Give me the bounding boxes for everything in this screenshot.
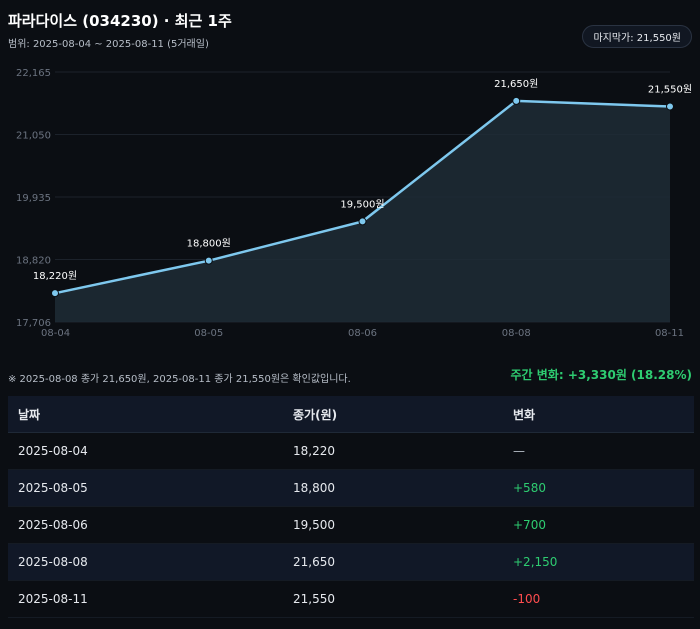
y-tick-label: 19,935	[16, 193, 51, 204]
cell-date: 2025-08-04	[8, 432, 283, 470]
y-tick-label: 17,706	[16, 318, 51, 329]
column-header-date: 날짜	[8, 396, 283, 433]
y-tick-label: 18,820	[16, 256, 51, 267]
page-title: 파라다이스 (034230) · 최근 1주	[8, 12, 232, 30]
last-price-badge: 마지막가: 21,550원	[582, 25, 692, 48]
cell-date: 2025-08-08	[8, 543, 283, 581]
x-tick-label: 08-05	[194, 328, 223, 339]
cell-close: 18,800	[283, 469, 503, 507]
confirmation-note: ※ 2025-08-08 종가 21,650원, 2025-08-11 종가 2…	[8, 374, 351, 385]
cell-close: 18,220	[283, 432, 503, 470]
cell-date: 2025-08-06	[8, 506, 283, 544]
table-header-row: 날짜 종가(원) 변화	[8, 396, 694, 433]
data-point	[51, 289, 59, 298]
cell-change: +700	[503, 506, 694, 544]
area-fill	[55, 100, 670, 322]
cell-close: 21,650	[283, 543, 503, 581]
cell-change: -100	[503, 580, 694, 618]
y-tick-label: 22,165	[16, 68, 51, 79]
data-label: 18,800원	[187, 238, 231, 250]
data-point	[204, 256, 213, 265]
x-tick-label: 08-04	[41, 328, 70, 339]
data-point	[666, 102, 674, 111]
price-table: 날짜 종가(원) 변화 2025-08-04 18,220 — 2025-08-…	[8, 396, 694, 618]
data-point	[358, 217, 367, 226]
column-header-change: 변화	[503, 396, 694, 433]
data-label: 18,220원	[33, 270, 77, 282]
data-point	[512, 96, 521, 105]
column-header-close: 종가(원)	[283, 396, 503, 433]
price-chart: 17,706 18,820 19,935 21,050 22,165 18,220원 18,…	[16, 68, 692, 339]
data-label: 21,650원	[494, 78, 538, 90]
date-range-text: 범위: 2025-08-04 ~ 2025-08-11 (5거래일)	[8, 39, 209, 50]
cell-close: 19,500	[283, 506, 503, 544]
table-row: 2025-08-04 18,220 —	[8, 432, 694, 470]
x-tick-label: 08-06	[348, 328, 377, 339]
table-row: 2025-08-05 18,800 +580	[8, 469, 694, 507]
cell-change: —	[503, 432, 694, 470]
cell-change: +2,150	[503, 543, 694, 581]
data-label: 21,550원	[648, 83, 692, 95]
y-tick-label: 21,050	[16, 131, 51, 142]
x-tick-label: 08-11	[655, 328, 684, 339]
table-row: 2025-08-11 21,550 -100	[8, 580, 694, 618]
weekly-change-summary: 주간 변화: +3,330원 (18.28%)	[510, 368, 693, 382]
cell-date: 2025-08-11	[8, 580, 283, 618]
cell-close: 21,550	[283, 580, 503, 618]
x-tick-label: 08-08	[502, 328, 531, 339]
table-row: 2025-08-08 21,650 +2,150	[8, 543, 694, 581]
table-row: 2025-08-06 19,500 +700	[8, 506, 694, 544]
cell-change: +580	[503, 469, 694, 507]
cell-date: 2025-08-05	[8, 469, 283, 507]
data-label: 19,500원	[340, 198, 384, 210]
